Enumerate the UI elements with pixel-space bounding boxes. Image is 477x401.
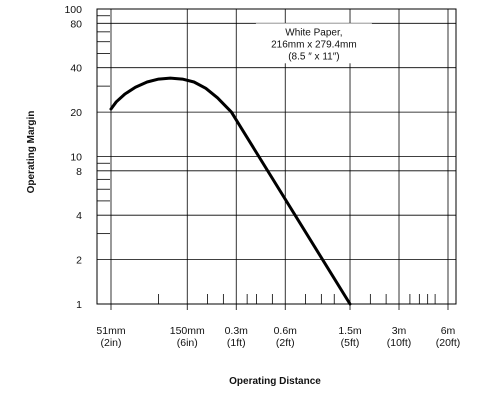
x-tick-sublabel: (2ft) bbox=[276, 337, 295, 349]
x-tick-sublabel: (5ft) bbox=[341, 337, 360, 349]
annotation-background bbox=[255, 23, 372, 64]
x-tick-sublabel: (6in) bbox=[177, 337, 198, 349]
minor-ticks bbox=[97, 15, 436, 304]
y-tick-label: 1 bbox=[76, 299, 82, 311]
y-tick-label: 40 bbox=[70, 63, 82, 75]
x-tick-label: 6m bbox=[441, 325, 456, 337]
x-tick-labels: 51mm(2in) 150mm(6in) 0.3m(1ft) 0.6m(2ft) 1.5… bbox=[96, 325, 460, 349]
x-tick-label: 1.5m bbox=[338, 325, 362, 337]
plot-frame bbox=[96, 8, 457, 305]
y-tick-label: 80 bbox=[70, 18, 82, 30]
x-tick-label: 0.3m bbox=[225, 325, 249, 337]
annotation-line-1: White Paper, bbox=[285, 27, 342, 38]
y-tick-label: 8 bbox=[76, 166, 82, 178]
x-tick-sublabel: (2in) bbox=[100, 337, 121, 349]
y-tick-label: 20 bbox=[70, 107, 82, 119]
x-tick-label: 150mm bbox=[170, 325, 205, 337]
x-tick-sublabel: (1ft) bbox=[227, 337, 246, 349]
x-tick-sublabel: (20ft) bbox=[436, 337, 461, 349]
data-points bbox=[110, 78, 351, 305]
x-tick-label: 51mm bbox=[96, 325, 125, 337]
y-axis-title: Operating Margin bbox=[26, 111, 37, 194]
y-tick-label: 2 bbox=[76, 255, 82, 267]
x-tick-label: 3m bbox=[392, 325, 407, 337]
y-tick-label: 10 bbox=[70, 152, 82, 164]
x-tick-label: 0.6m bbox=[274, 325, 298, 337]
x-axis-title: Operating Distance bbox=[229, 376, 321, 387]
grid bbox=[97, 8, 456, 310]
annotation-line-2: 216mm x 279.4mm bbox=[271, 39, 357, 50]
annotation-box: White Paper, 216mm x 279.4mm (8.5 ″ x 11… bbox=[255, 23, 372, 64]
y-tick-labels: 1 2 4 8 10 20 40 80 100 bbox=[64, 4, 82, 311]
y-tick-label: 100 bbox=[64, 4, 82, 16]
x-tick-sublabel: (10ft) bbox=[387, 337, 412, 349]
y-tick-label: 4 bbox=[76, 210, 82, 222]
annotation-line-3: (8.5 ″ x 11″) bbox=[288, 51, 339, 62]
